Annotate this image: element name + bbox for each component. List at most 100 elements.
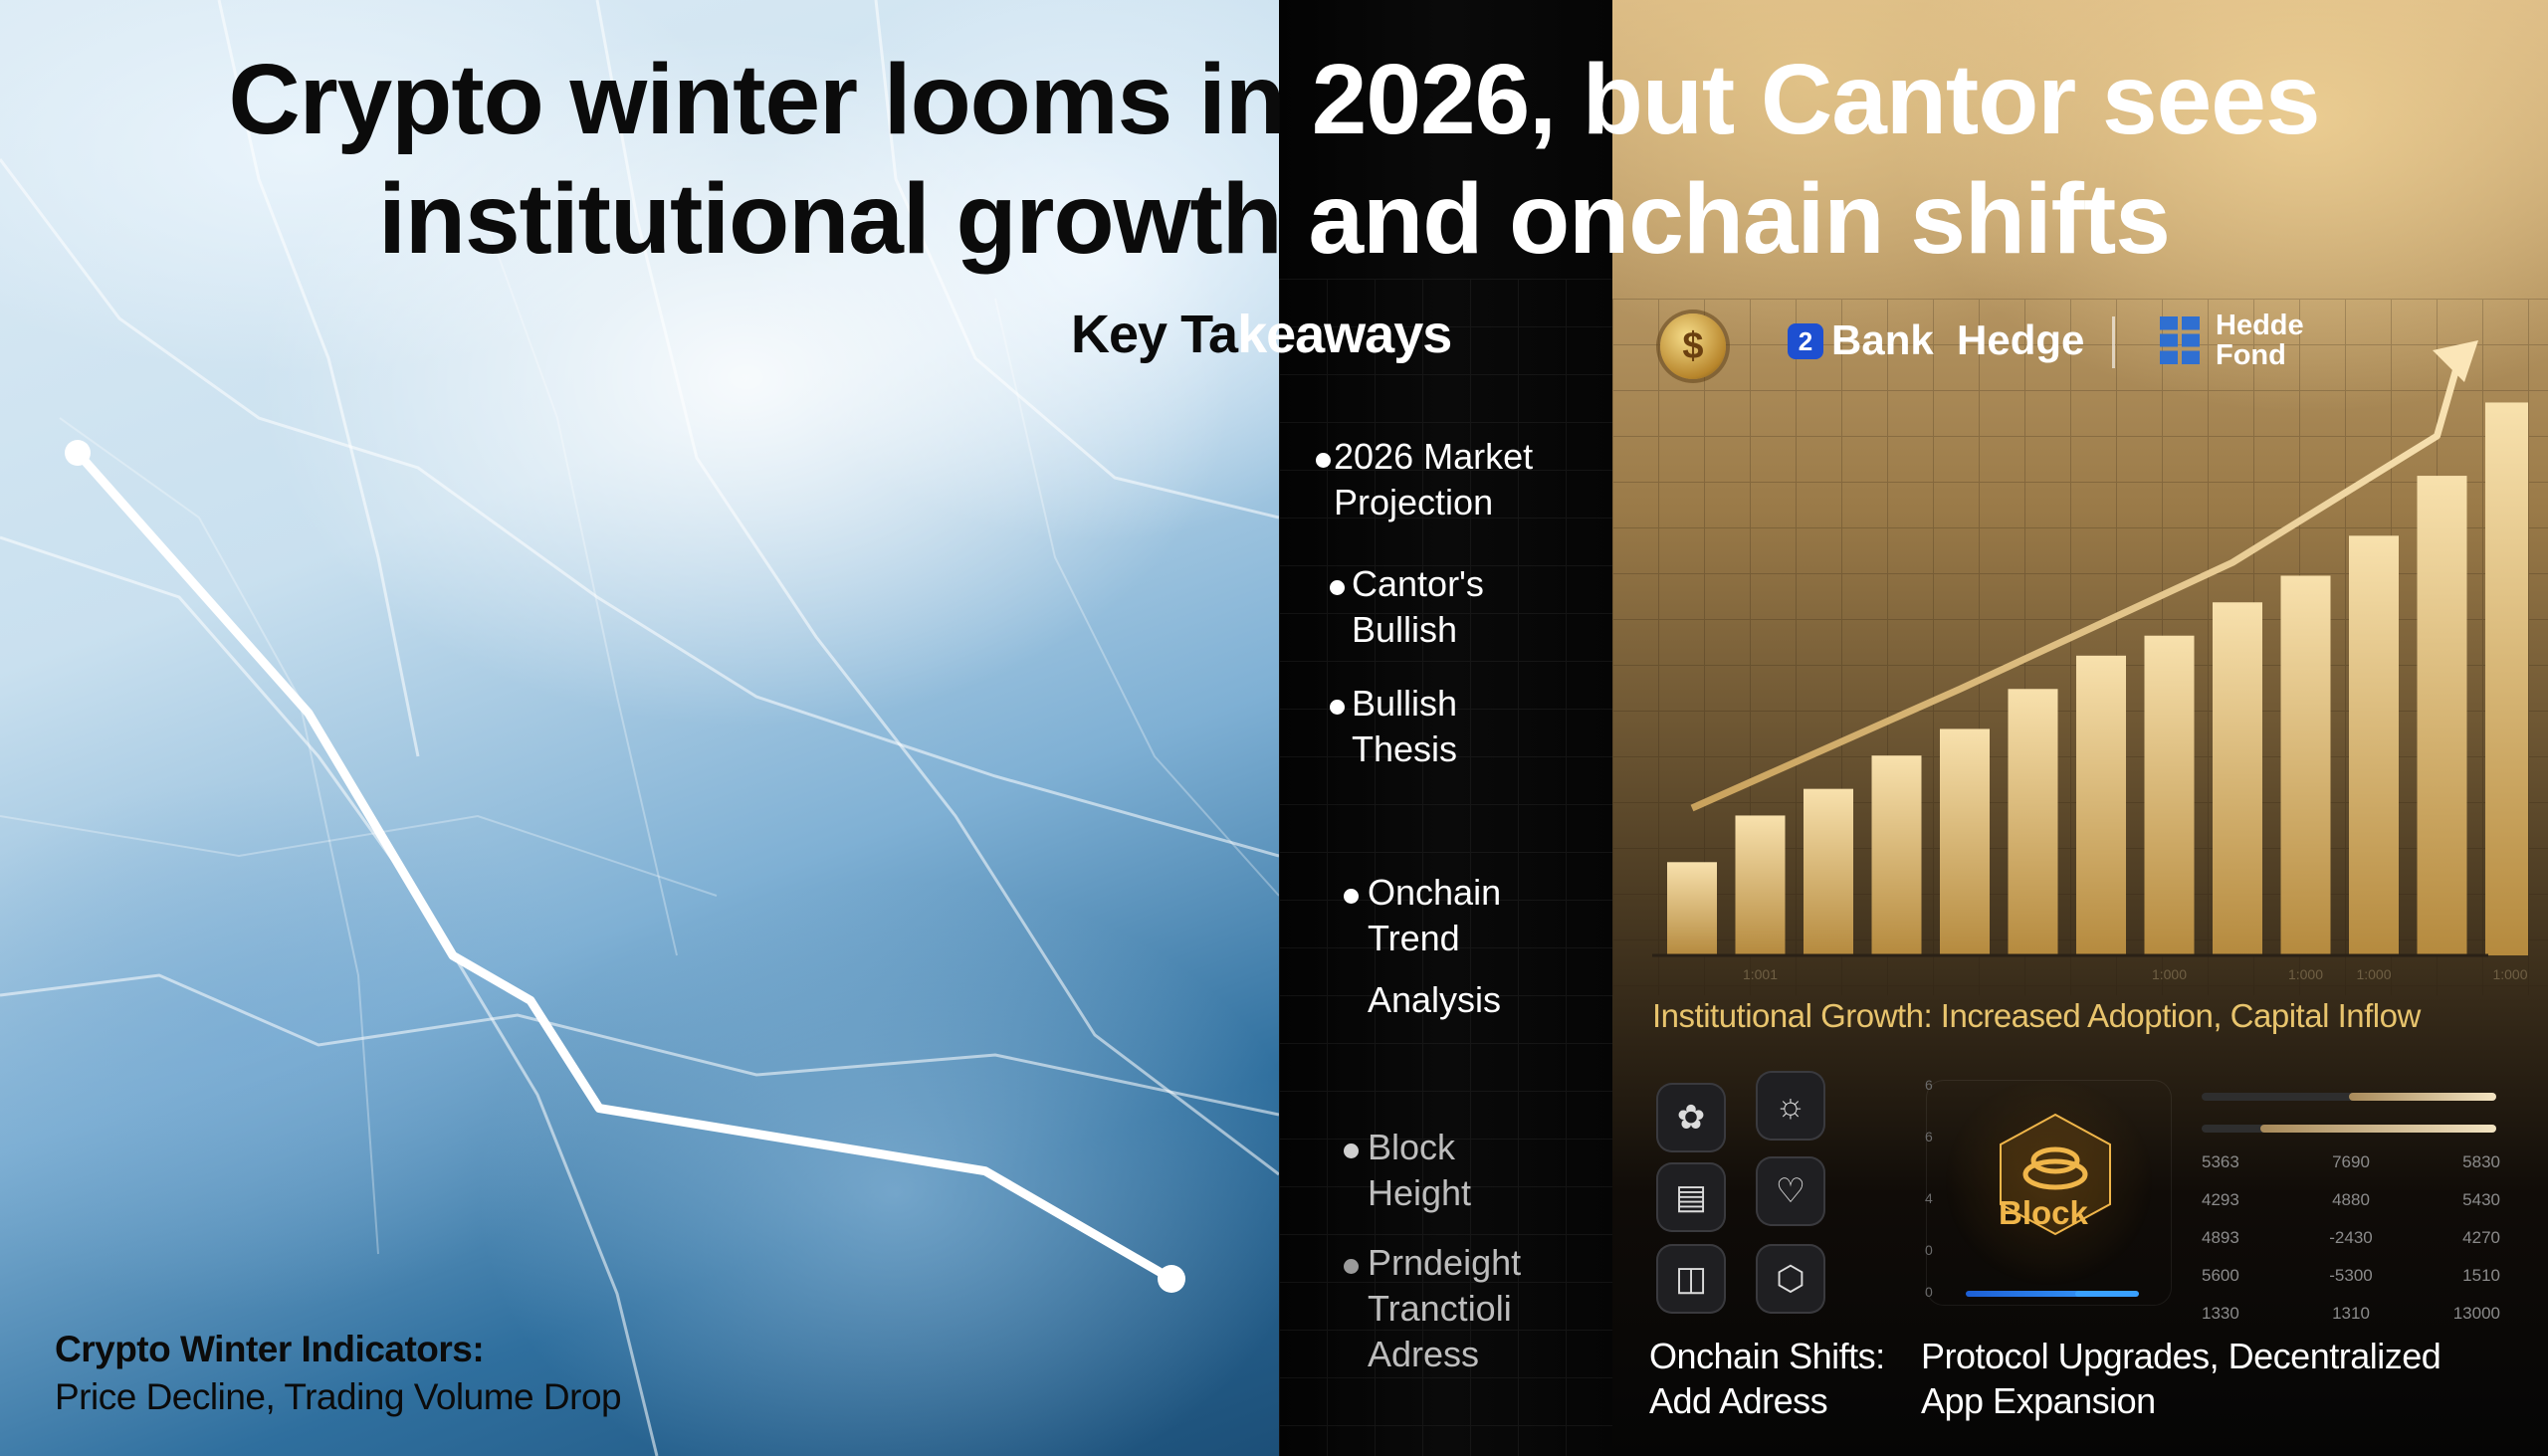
- takeaway-line: Bullish: [1352, 683, 1458, 724]
- axis-number: 6: [1925, 1077, 1933, 1093]
- chart-icon: ▤: [1656, 1162, 1726, 1232]
- x-tick-labels: 1:001 1:000 1:000 1:000 1:000: [1743, 966, 2528, 982]
- winter-indicators-caption: Crypto Winter Indicators: Price Decline,…: [55, 1329, 622, 1418]
- takeaway-line: Analysis: [1368, 979, 1502, 1020]
- arrow-head-icon: [2433, 340, 2478, 382]
- table-row: 5600 -5300 1510: [2202, 1266, 2500, 1304]
- network-icon: ✿: [1656, 1083, 1726, 1152]
- table-row: 1330 1310 13000: [2202, 1304, 2500, 1342]
- bar: [2485, 402, 2528, 955]
- onchain-detail-line: Protocol Upgrades, Decentralized: [1921, 1336, 2442, 1376]
- takeaway-line: 2026 Market: [1334, 436, 1534, 477]
- fund-logo-line: Fond: [2216, 339, 2286, 371]
- takeaway-line: Bullish: [1352, 609, 1458, 650]
- x-tick-label: 1:000: [2152, 966, 2187, 982]
- takeaway-line: Adress: [1368, 1334, 1480, 1374]
- axis-number: 0: [1925, 1284, 1933, 1300]
- takeaway-line: Tranctioli: [1368, 1288, 1512, 1329]
- ice-cracks: [0, 0, 1279, 1456]
- coin-logo-icon: $: [1660, 313, 1726, 379]
- table-cell: 13000: [2452, 1304, 2500, 1323]
- bank-badge-icon: 2: [1788, 323, 1823, 359]
- takeaway-line: Projection: [1334, 482, 1494, 522]
- shield-icon: ♡: [1756, 1156, 1825, 1226]
- onchain-detail-line: App Expansion: [1921, 1380, 2156, 1421]
- bar: [2144, 635, 2195, 955]
- x-tick-label: 1:000: [2356, 966, 2391, 982]
- x-tick-label: 1:000: [2288, 966, 2323, 982]
- bullet-icon: [1344, 1144, 1359, 1158]
- bullet-icon: [1344, 889, 1359, 904]
- x-tick-label: 1:000: [2492, 966, 2527, 982]
- onchain-label-line: Onchain Shifts:: [1649, 1336, 1885, 1376]
- bar: [2417, 476, 2467, 955]
- institutional-growth-caption: Institutional Growth: Increased Adoption…: [1652, 997, 2421, 1034]
- table-row: 5363 7690 5830: [2202, 1152, 2500, 1190]
- bar: [1667, 862, 1717, 955]
- fund-logo: Hedde Fond: [2216, 311, 2304, 370]
- takeaway-line: Height: [1368, 1172, 1472, 1213]
- winter-caption-title: Crypto Winter Indicators:: [55, 1329, 485, 1369]
- table-cell: 4893: [2202, 1228, 2239, 1247]
- takeaway-item: Onchain Trend Analysis: [1344, 870, 1502, 1023]
- table-row: 4293 4880 5430: [2202, 1190, 2500, 1228]
- bullet-icon: [1316, 453, 1331, 468]
- growth-bar-chart: 1:001 1:000 1:000 1:000 1:000: [1652, 340, 2528, 982]
- key-takeaways-title: Key Takeaways: [1071, 304, 1452, 365]
- headline-1-dark-part: Crypto winter looms in: [228, 44, 1312, 155]
- axis-number: 0: [1925, 1242, 1933, 1258]
- bullet-icon: [1330, 700, 1345, 715]
- axis-number: 4: [1925, 1190, 1933, 1206]
- cube-icon: ⬡: [1756, 1244, 1825, 1314]
- bar: [2280, 575, 2331, 955]
- takeaway-line: Block: [1368, 1127, 1456, 1167]
- headline-line-2: institutional growth and onchain shifts: [0, 164, 2548, 274]
- takeaway-line: Trend: [1368, 918, 1460, 958]
- takeaway-line: Onchain: [1368, 872, 1502, 913]
- headline-line-1: Crypto winter looms in 2026, but Cantor …: [0, 45, 2548, 154]
- headline-1-light-part: 2026, but Cantor sees: [1311, 44, 2321, 155]
- table-row: 4893 -2430 4270: [2202, 1228, 2500, 1266]
- bullet-icon: [1344, 1259, 1359, 1274]
- bar: [2213, 602, 2262, 955]
- hedge-logo-text: Hedge: [1957, 316, 2085, 363]
- table-cell: 5600: [2202, 1266, 2239, 1285]
- bank-logo-text: Bank: [1831, 316, 1934, 363]
- stack-icon: ◫: [1656, 1244, 1726, 1314]
- table-cell: 5830: [2462, 1152, 2500, 1171]
- takeaway-item: Prndeight Tranctioli Adress: [1344, 1240, 1522, 1377]
- decline-line: [73, 448, 1176, 1284]
- bar: [2076, 655, 2126, 955]
- block-label: Block: [1999, 1194, 2088, 1231]
- bank-logo: 2 Bank: [1788, 316, 1934, 364]
- table-cell: 4293: [2202, 1190, 2239, 1209]
- chip-icon: ☼: [1756, 1071, 1825, 1141]
- trend-arrow: [1690, 353, 2464, 812]
- bar: [1735, 815, 1786, 955]
- takeaway-item: Block Height: [1344, 1125, 1472, 1216]
- bar: [2349, 535, 2399, 955]
- bar: [1871, 755, 1922, 955]
- headline-2-light-part: and onchain shifts: [1281, 163, 2171, 275]
- takeaway-item: Cantor's Bullish: [1330, 561, 1484, 653]
- table-cell: -5300: [2329, 1266, 2373, 1285]
- takeaway-line: Prndeight: [1368, 1242, 1522, 1283]
- table-cell: -2430: [2329, 1228, 2373, 1247]
- block-hex-icon: [2000, 1113, 2111, 1236]
- key-takeaways-title-dark: Key Ta: [1071, 305, 1238, 364]
- decline-end-point: [1158, 1265, 1185, 1293]
- bar: [1804, 788, 1853, 955]
- table-cell: 4880: [2332, 1190, 2370, 1209]
- takeaway-item: Bullish Thesis: [1330, 681, 1458, 772]
- progress-fill: [2260, 1125, 2496, 1133]
- bullet-icon: [1330, 580, 1345, 595]
- x-tick-label: 1:001: [1743, 966, 1778, 982]
- decline-start-point: [65, 440, 91, 466]
- onchain-shifts-detail: Protocol Upgrades, Decentralized App Exp…: [1921, 1334, 2442, 1423]
- onchain-shifts-label: Onchain Shifts: Add Adress: [1649, 1334, 1885, 1423]
- block-status-bar: [1966, 1291, 2125, 1297]
- progress-bar: [2202, 1125, 2496, 1133]
- fund-logo-line: Hedde: [2216, 310, 2304, 341]
- progress-bar: [2202, 1093, 2496, 1101]
- takeaway-item: 2026 Market Projection: [1316, 434, 1534, 525]
